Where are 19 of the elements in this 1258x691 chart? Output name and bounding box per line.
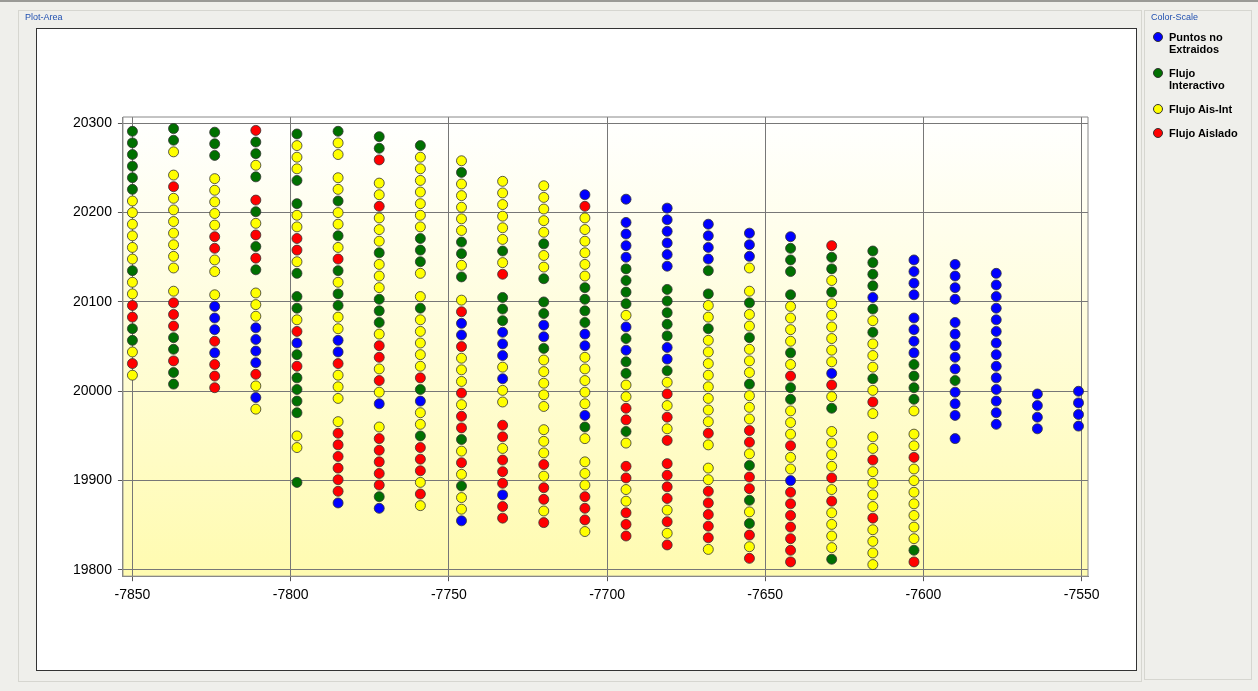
legend-label: Flujo Aislado	[1169, 127, 1238, 139]
y-tick-label: 20000	[72, 382, 113, 399]
text: Plot-Area	[25, 12, 63, 22]
x-tick-label: -7600	[905, 586, 942, 603]
legend-label: Puntos no Extraidos	[1169, 31, 1224, 55]
legend-label: Flujo Interactivo	[1169, 67, 1226, 91]
x-tick-label: -7850	[114, 586, 151, 603]
x-tick-label: -7750	[430, 586, 467, 603]
y-tick-label: 19800	[72, 560, 113, 577]
x-tick-label: -7700	[589, 586, 626, 603]
legend-title: Color-Scale	[1151, 12, 1199, 22]
x-tick-label: -7550	[1063, 586, 1100, 603]
y-tick-label: 20300	[72, 114, 113, 131]
y-tick-label: 20200	[72, 203, 113, 220]
x-tick-label: -7800	[272, 586, 309, 603]
legend-label: Flujo Ais-Int	[1169, 103, 1233, 115]
y-tick-label: 19900	[72, 471, 113, 488]
x-tick-label: -7650	[747, 586, 784, 603]
y-tick-label: 20100	[72, 292, 113, 309]
